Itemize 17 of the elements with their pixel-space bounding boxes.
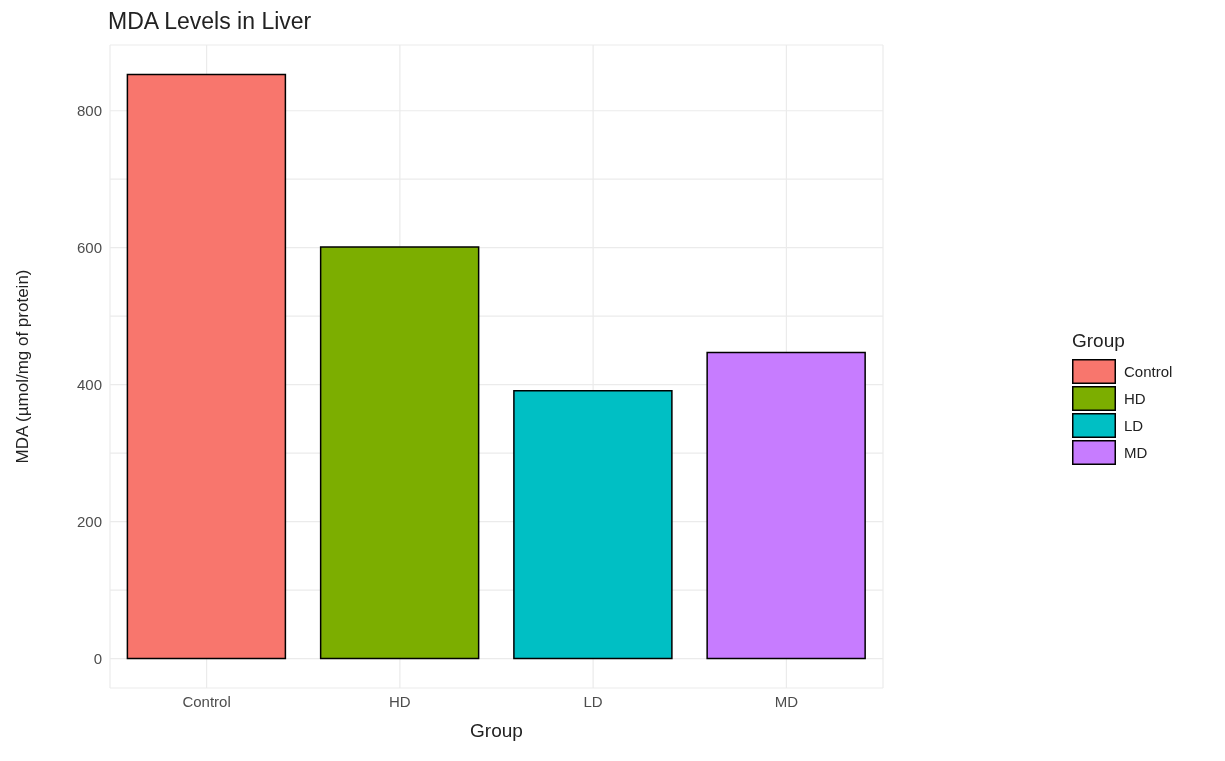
y-tick-label: 400 xyxy=(76,375,102,393)
legend-label: Control xyxy=(1124,363,1173,380)
x-tick-label: MD xyxy=(774,692,799,710)
y-tick-label: 800 xyxy=(76,102,102,120)
x-tick-label: HD xyxy=(389,692,411,710)
legend-label: LD xyxy=(1124,417,1144,434)
legend-title: Group xyxy=(1072,330,1126,352)
x-tick-label: LD xyxy=(583,692,603,710)
y-axis-title: MDA (µmol/mg of protein) xyxy=(13,269,33,464)
y-tick-label: 0 xyxy=(93,649,102,667)
legend-label: HD xyxy=(1124,390,1146,407)
y-tick-label: 200 xyxy=(76,512,102,530)
legend-label: MD xyxy=(1124,444,1148,461)
y-tick-label: 600 xyxy=(76,239,102,257)
chart-title: MDA Levels in Liver xyxy=(108,8,312,35)
x-tick-label: Control xyxy=(182,692,231,710)
x-axis-title: Group xyxy=(470,720,523,742)
